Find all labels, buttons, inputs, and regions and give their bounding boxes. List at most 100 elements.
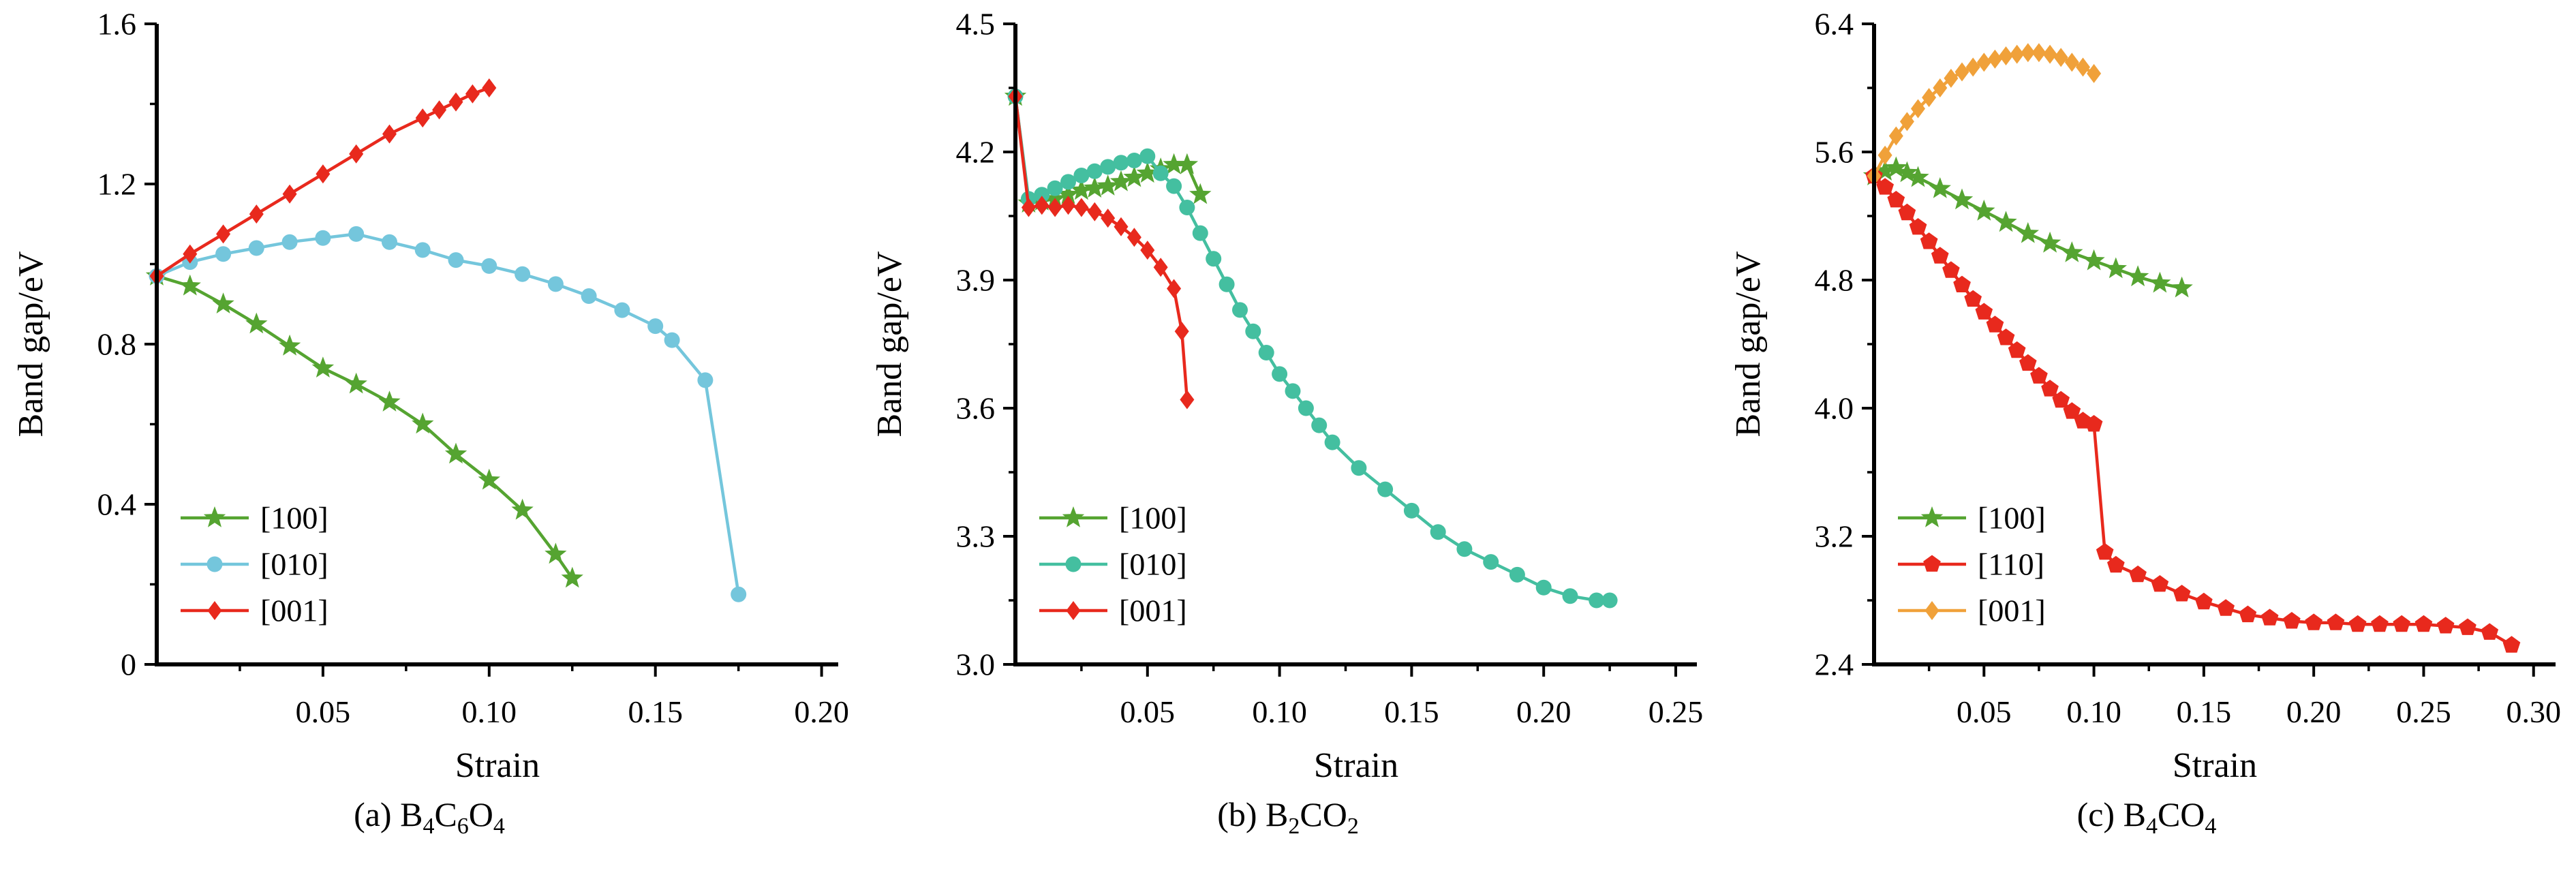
caption-subscript: 4: [423, 814, 435, 839]
diamond-marker: [1877, 145, 1892, 165]
diamond-marker: [448, 92, 463, 112]
star-marker: [545, 542, 567, 564]
diamond-marker: [282, 184, 297, 204]
circle-marker: [647, 318, 664, 335]
star-marker: [2171, 276, 2193, 298]
circle-marker: [1483, 554, 1499, 570]
pentagon-marker: [2041, 380, 2059, 397]
star-marker: [511, 498, 534, 520]
pentagon-marker: [2502, 636, 2521, 653]
legend-item-010: [010]: [1039, 547, 1187, 582]
circle-marker: [1218, 276, 1235, 292]
circle-marker: [1100, 159, 1116, 175]
x-tick-label: 0.10: [2066, 694, 2121, 729]
legend-label: [100]: [260, 501, 328, 536]
star-marker: [245, 312, 268, 334]
circle-marker: [1245, 323, 1261, 339]
diamond-marker: [2042, 44, 2057, 64]
star-marker: [2061, 241, 2083, 262]
star-marker: [412, 412, 434, 434]
pentagon-marker: [2107, 555, 2125, 573]
chart-panel-a: 0.05 0.10 0.15 0.20 0 0.4 0.8 1.2 1.6 Strain Band …: [0, 0, 859, 877]
caption-text: (c) B: [2076, 795, 2146, 833]
star-marker: [1920, 506, 1944, 527]
star-marker: [1874, 159, 1897, 181]
pentagon-marker: [1909, 218, 1927, 235]
diamond-marker: [1987, 49, 2002, 69]
diamond-marker: [2087, 63, 2102, 83]
circle-marker: [581, 288, 597, 304]
diamond-marker: [1965, 57, 1980, 77]
star-marker: [478, 468, 500, 490]
chart-a: 0.05 0.10 0.15 0.20 0 0.4 0.8 1.2 1.6 Strain Band …: [0, 0, 859, 790]
circle-marker: [1509, 566, 1525, 583]
caption-subscript: 2: [1347, 814, 1359, 839]
legend-item-001: [001]: [181, 594, 328, 628]
y-tick-label: 0.8: [97, 327, 137, 362]
pentagon-marker: [1986, 316, 2004, 333]
legend-item-001: [001]: [1039, 594, 1187, 628]
star-marker: [1995, 211, 2017, 232]
circle-marker: [1258, 345, 1274, 360]
circle-marker: [414, 242, 431, 258]
pentagon-marker: [2085, 415, 2103, 432]
diamond-marker: [1066, 601, 1081, 620]
star-marker: [2149, 271, 2171, 293]
diamond-marker: [1126, 228, 1141, 247]
circle-marker: [348, 226, 365, 242]
diamond-marker: [465, 84, 480, 104]
series-100: [1862, 156, 2193, 298]
pentagon-marker: [2173, 585, 2191, 602]
star-marker: [378, 390, 401, 412]
diamond-marker: [2076, 57, 2090, 77]
star-marker: [1062, 506, 1085, 527]
circle-marker: [1430, 524, 1446, 540]
legend: [100] [010] [001]: [1039, 501, 1187, 628]
x-tick-label: 0.05: [296, 694, 351, 729]
circle-marker: [1126, 153, 1142, 168]
diamond-marker: [1153, 258, 1168, 277]
x-tick-label: 0.15: [628, 694, 683, 729]
x-tick-label: 0.20: [794, 694, 849, 729]
pentagon-marker: [2371, 615, 2389, 632]
star-marker: [2038, 231, 2061, 253]
y-tick-label: 6.4: [1815, 7, 1854, 42]
diamond-marker: [1899, 112, 1914, 132]
pentagon-marker: [2481, 623, 2499, 640]
star-marker: [2104, 257, 2127, 279]
circle-marker: [281, 234, 298, 250]
x-tick-label: 0.25: [1649, 694, 1704, 729]
plot-series: [1004, 84, 1618, 609]
chart-svg-a: 0.05 0.10 0.15 0.20 0 0.4 0.8 1.2 1.6 Strain Band …: [12, 7, 849, 785]
pentagon-marker: [2129, 565, 2147, 583]
star-marker: [1109, 170, 1133, 191]
circle-marker: [1192, 225, 1208, 241]
caption-text: O: [468, 795, 493, 833]
diamond-marker: [1114, 217, 1129, 236]
legend: [100] [010] [001]: [181, 501, 328, 628]
circle-marker: [1047, 180, 1063, 196]
caption-subscript: 4: [2145, 814, 2158, 839]
y-tick-label: 3.6: [956, 391, 996, 426]
circle-marker: [382, 234, 397, 250]
y-tick-label: 3.2: [1815, 519, 1854, 554]
pentagon-marker: [1887, 191, 1905, 208]
pentagon-marker: [1920, 232, 1938, 249]
diamond-marker: [1047, 198, 1062, 217]
y-tick-label: 4.8: [1815, 263, 1854, 298]
circle-marker: [1311, 417, 1328, 433]
circle-marker: [248, 240, 264, 256]
diamond-marker: [382, 124, 397, 144]
pentagon-marker: [2195, 592, 2213, 610]
y-tick-label: 3.9: [956, 263, 996, 298]
x-axis-label: Strain: [455, 746, 540, 785]
circle-marker: [1272, 366, 1288, 382]
caption-text: CO: [1300, 795, 1347, 833]
pentagon-marker: [2052, 390, 2070, 408]
y-tick-label: 4.5: [956, 7, 996, 42]
pentagon-marker: [2008, 341, 2026, 358]
circle-marker: [1073, 168, 1090, 183]
star-marker: [345, 372, 367, 394]
star-marker: [1136, 161, 1159, 183]
